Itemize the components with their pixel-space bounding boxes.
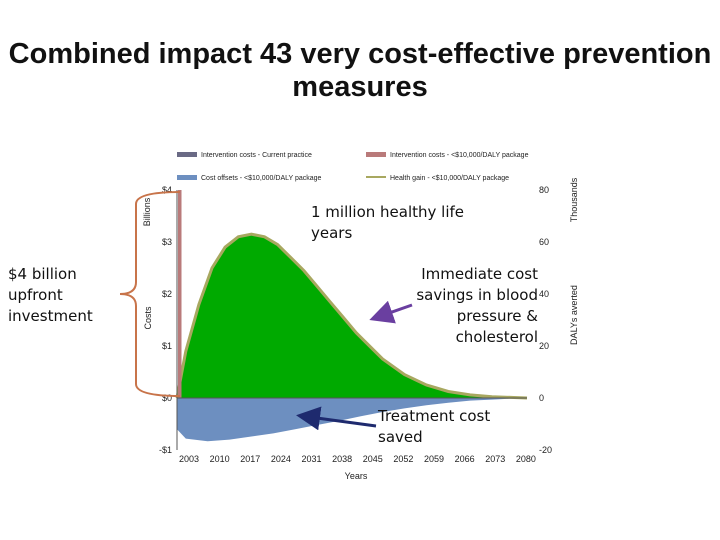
x-tick-label: 2059 <box>424 454 444 464</box>
y-right-tick-label: 20 <box>539 341 549 351</box>
y-left-unit-label: Billions <box>142 197 152 226</box>
x-tick-label: 2080 <box>516 454 536 464</box>
x-tick-label: 2031 <box>301 454 321 464</box>
cost-savings-callout: Immediate cost savings in blood pressure… <box>416 265 538 346</box>
legend-swatch-cost-offsets <box>177 175 197 180</box>
x-tick-labels: 2003 2010 2017 2024 2031 2038 2045 2052 2059 2066… <box>179 454 536 464</box>
y-left-tick-label: $2 <box>162 289 172 299</box>
legend-swatch-current-practice <box>177 152 197 157</box>
x-tick-label: 2052 <box>393 454 413 464</box>
left-tick-labels: $4 $3 $2 $1 $0 -$1 <box>159 185 172 455</box>
series-area-cost-offsets <box>177 398 527 442</box>
y-right-tick-label: 40 <box>539 289 549 299</box>
x-tick-label: 2003 <box>179 454 199 464</box>
x-tick-label: 2024 <box>271 454 291 464</box>
right-tick-labels: 80 60 40 20 0 -20 <box>539 185 552 455</box>
legend-label-health-gain: Health gain - <$10,000/DALY package <box>390 175 509 182</box>
x-tick-label: 2010 <box>210 454 230 464</box>
y-left-tick-label: $3 <box>162 237 172 247</box>
legend-label-package-costs: Intervention costs - <$10,000/DALY packa… <box>390 152 529 159</box>
x-tick-label: 2066 <box>455 454 475 464</box>
x-axis-label: Years <box>345 471 368 481</box>
series-line-health-gain <box>175 232 528 400</box>
y-left-tick-label: $4 <box>162 185 172 195</box>
x-tick-label: 2045 <box>363 454 383 464</box>
y-left-tick-label: -$1 <box>159 445 172 455</box>
x-tick-label: 2038 <box>332 454 352 464</box>
legend-swatch-package-costs <box>366 152 386 157</box>
x-tick-label: 2073 <box>485 454 505 464</box>
page-title: Combined impact 43 very cost-effective p… <box>8 38 712 103</box>
legend-label-cost-offsets: Cost offsets - <$10,000/DALY package <box>201 175 322 182</box>
y-right-tick-label: 0 <box>539 393 544 403</box>
y-left-axis-label: Costs <box>143 306 153 330</box>
series-area-health-gain <box>177 234 527 398</box>
y-right-tick-label: 60 <box>539 237 549 247</box>
y-left-tick-label: $1 <box>162 341 172 351</box>
treatment-cost-callout: Treatment cost saved <box>378 407 491 446</box>
x-tick-label: 2017 <box>240 454 260 464</box>
legend: Intervention costs - Current practice In… <box>177 152 529 182</box>
y-left-tick-label: $0 <box>162 393 172 403</box>
y-right-tick-label: -20 <box>539 445 552 455</box>
y-right-unit-label: Thousands <box>569 177 579 222</box>
upfront-investment-callout: $4 billion upfront investment <box>8 265 93 325</box>
treatment-arrow <box>296 406 377 431</box>
upfront-brace <box>119 191 181 397</box>
healthy-years-callout: 1 million healthy life years <box>311 203 465 242</box>
legend-label-current-practice: Intervention costs - Current practice <box>201 152 312 159</box>
series-bar-package-costs <box>178 190 182 398</box>
y-right-axis-label: DALYs averted <box>569 285 579 345</box>
savings-arrow <box>369 300 413 324</box>
y-right-tick-label: 80 <box>539 185 549 195</box>
series-layer <box>175 190 528 442</box>
